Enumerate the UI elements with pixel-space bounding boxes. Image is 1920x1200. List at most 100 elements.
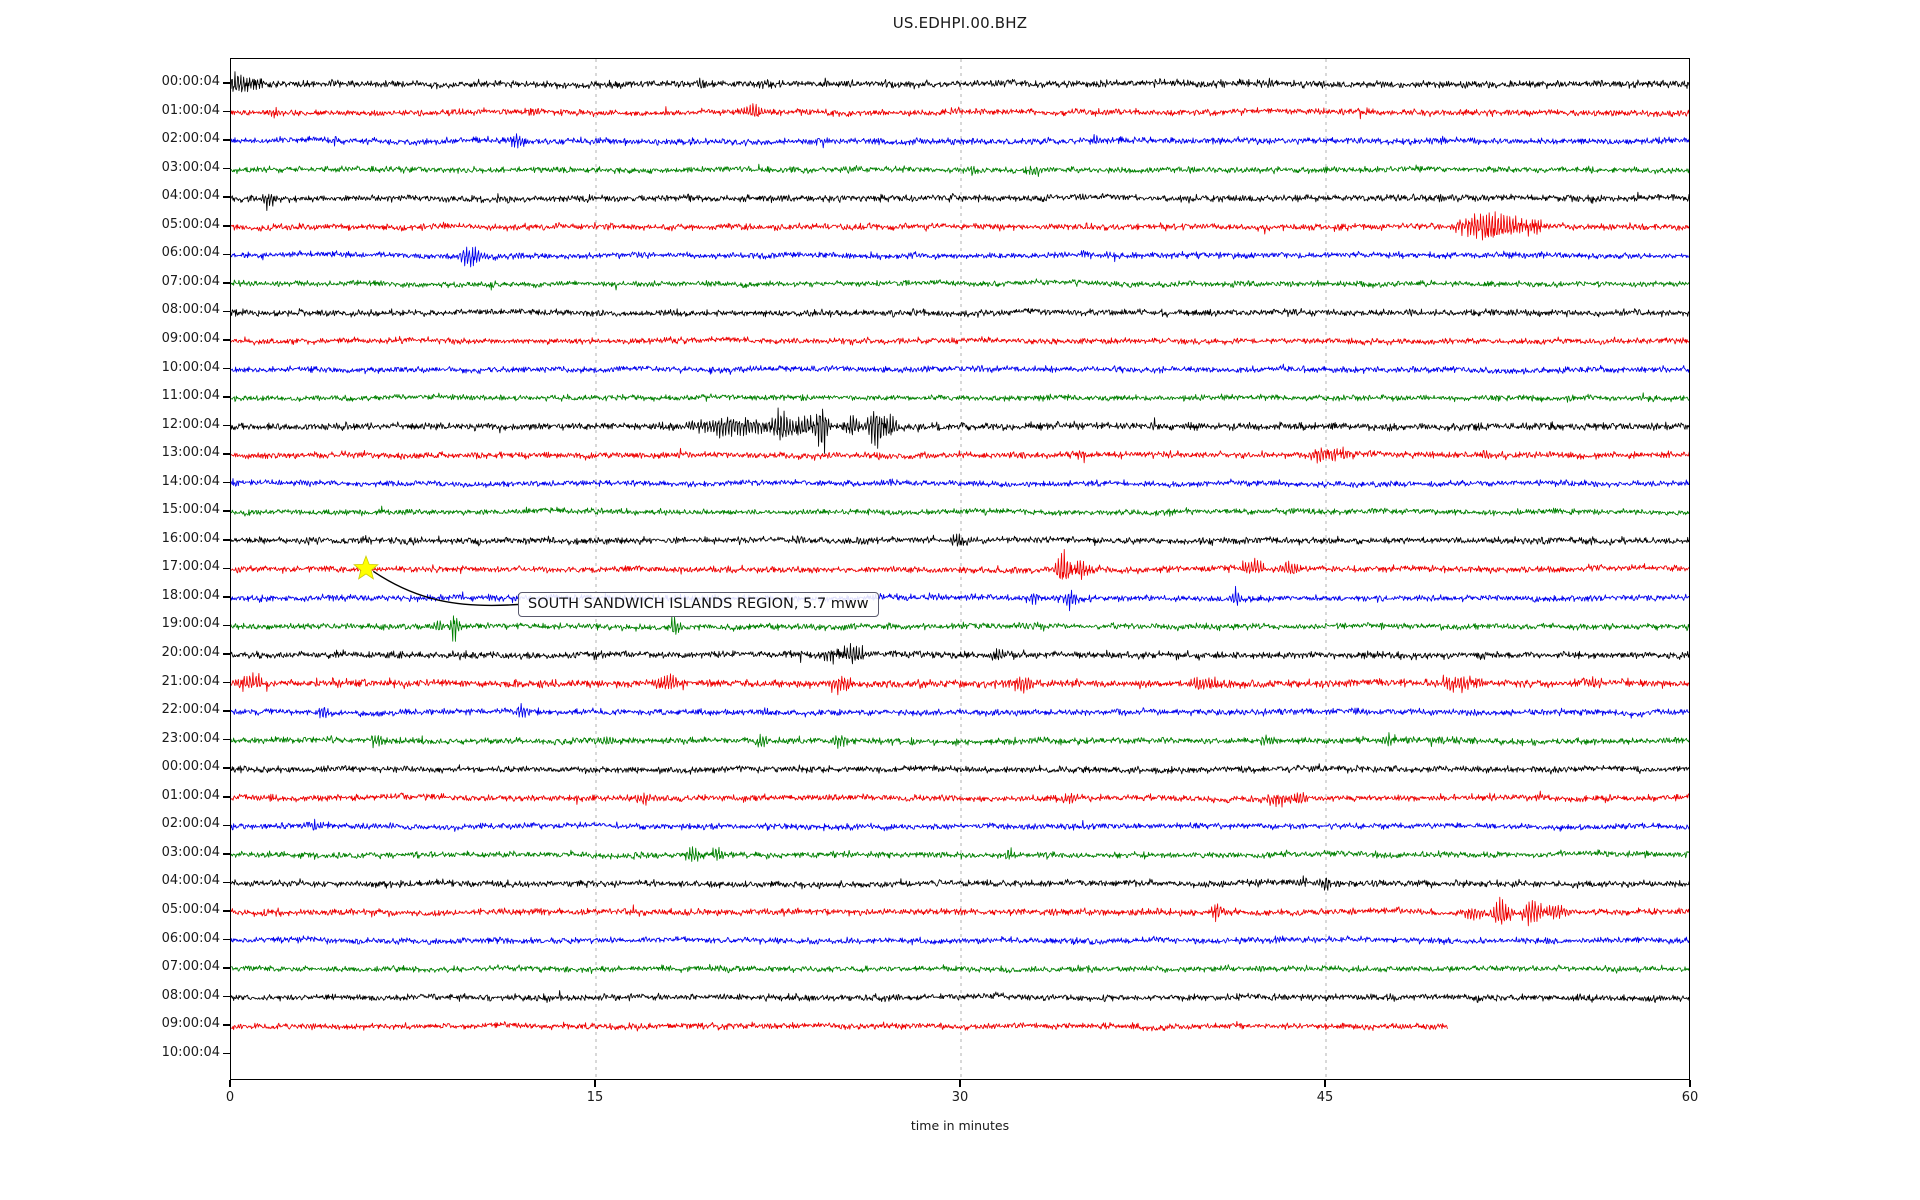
yaxis-tick-mark — [223, 339, 230, 341]
seismogram-trace — [231, 246, 1689, 268]
yaxis-tick-mark — [223, 995, 230, 998]
yaxis-tick-mark — [223, 767, 230, 769]
yaxis-tick-mark — [223, 910, 230, 912]
yaxis-tick-label: 23:00:04 — [161, 730, 220, 746]
xaxis-tick-mark — [229, 1080, 231, 1087]
yaxis-tick-mark — [223, 624, 230, 627]
yaxis-tick-mark — [223, 653, 230, 655]
yaxis-tick-label: 02:00:04 — [161, 131, 220, 147]
seismogram-trace — [231, 548, 1689, 580]
seismogram-trace — [231, 672, 1689, 696]
yaxis-tick-mark — [223, 82, 230, 84]
yaxis-tick-mark — [223, 424, 230, 427]
yaxis-tick-label: 19:00:04 — [161, 616, 220, 632]
yaxis-tick-label: 04:00:04 — [161, 873, 220, 889]
yaxis-tick-label: 08:00:04 — [161, 302, 220, 318]
yaxis-tick-label: 03:00:04 — [161, 844, 220, 860]
seismogram-trace — [231, 875, 1689, 891]
yaxis-tick-mark — [223, 1052, 230, 1055]
seismogram-trace — [231, 763, 1689, 775]
seismogram-trace — [231, 702, 1689, 719]
seismogram-trace — [231, 1020, 1448, 1032]
yaxis-tick-mark — [223, 253, 230, 256]
yaxis-tick-label: 09:00:04 — [161, 330, 220, 346]
seismogram-trace — [231, 133, 1689, 149]
yaxis-tick-mark — [223, 481, 230, 484]
yaxis-tick-label: 04:00:04 — [161, 188, 220, 204]
yaxis-tick-mark — [223, 853, 230, 855]
yaxis-tick-mark — [223, 539, 230, 541]
seismogram-trace — [231, 990, 1689, 1004]
xaxis-tick-label: 60 — [1681, 1090, 1699, 1105]
seismogram-trace — [231, 335, 1689, 346]
seismogram-trace — [231, 963, 1689, 974]
yaxis-tick-mark — [223, 167, 230, 170]
yaxis-tick-label: 07:00:04 — [161, 273, 220, 289]
xaxis-tick-mark — [1324, 1080, 1326, 1087]
yaxis-tick-label: 14:00:04 — [161, 473, 220, 489]
xaxis-tick-mark — [1689, 1080, 1691, 1087]
yaxis-tick-label: 21:00:04 — [161, 673, 220, 689]
yaxis-tick-label: 01:00:04 — [161, 102, 220, 118]
yaxis-tick-label: 01:00:04 — [161, 787, 220, 803]
yaxis-tick-label: 07:00:04 — [161, 959, 220, 975]
seismogram-trace — [231, 935, 1689, 946]
seismogram-trace — [231, 363, 1689, 375]
seismogram-trace — [231, 505, 1689, 517]
seismogram-trace — [231, 163, 1689, 177]
seismogram-trace — [231, 407, 1689, 454]
page-title: US.EDHPI.00.BHZ — [892, 14, 1028, 32]
seismogram-trace — [231, 191, 1689, 211]
yaxis-tick-mark — [223, 224, 230, 227]
seismogram-trace — [231, 846, 1689, 862]
yaxis-tick-label: 22:00:04 — [161, 702, 220, 718]
seismogram-trace — [231, 615, 1689, 642]
yaxis-tick-mark — [223, 881, 230, 884]
seismogram-trace — [231, 790, 1689, 808]
star-marker-icon — [353, 555, 380, 581]
seismogram-trace — [231, 478, 1689, 489]
plot-area — [230, 58, 1690, 1080]
seismogram-trace — [231, 446, 1689, 464]
seismogram-trace — [231, 71, 1689, 93]
yaxis-tick-mark — [223, 681, 230, 684]
yaxis-tick-label: 05:00:04 — [161, 216, 220, 232]
yaxis-tick-mark — [223, 710, 230, 712]
yaxis-tick-mark — [223, 510, 230, 513]
xaxis-tick-label: 30 — [951, 1090, 969, 1105]
yaxis-tick-mark — [223, 453, 230, 455]
yaxis-tick-label: 08:00:04 — [161, 987, 220, 1003]
seismogram-trace — [231, 211, 1689, 241]
seismogram-trace — [231, 818, 1689, 832]
yaxis-tick-label: 05:00:04 — [161, 901, 220, 917]
seismogram-trace — [231, 278, 1689, 291]
seismogram-trace — [231, 103, 1689, 120]
yaxis-tick-mark — [223, 738, 230, 741]
yaxis-tick-mark — [223, 196, 230, 198]
seismogram-trace — [231, 307, 1689, 318]
yaxis-tick-label: 16:00:04 — [161, 530, 220, 546]
yaxis-tick-label: 09:00:04 — [161, 1016, 220, 1032]
event-annotation-label: SOUTH SANDWICH ISLANDS REGION, 5.7 mww — [518, 592, 879, 617]
seismogram-traces — [231, 59, 1689, 1079]
yaxis-tick-label: 11:00:04 — [161, 388, 220, 404]
xaxis-tick-mark — [959, 1080, 961, 1087]
xaxis-tick-mark — [594, 1080, 596, 1087]
xaxis-tick-label: 45 — [1316, 1090, 1334, 1105]
yaxis-tick-mark — [223, 139, 230, 141]
seismogram-trace — [231, 732, 1689, 749]
xaxis-label: time in minutes — [910, 1118, 1010, 1133]
yaxis-tick-label: 12:00:04 — [161, 416, 220, 432]
xaxis-tick-label: 0 — [225, 1090, 235, 1105]
yaxis-tick-mark — [223, 824, 230, 827]
yaxis-tick-mark — [223, 396, 230, 398]
yaxis-tick-mark — [223, 1024, 230, 1026]
yaxis-tick-label: 02:00:04 — [161, 816, 220, 832]
yaxis-tick-label: 06:00:04 — [161, 245, 220, 261]
yaxis-tick-label: 03:00:04 — [161, 159, 220, 175]
yaxis-tick-mark — [223, 795, 230, 798]
yaxis-tick-mark — [223, 367, 230, 370]
seismogram-trace — [231, 392, 1689, 403]
seismogram-trace — [231, 533, 1689, 547]
